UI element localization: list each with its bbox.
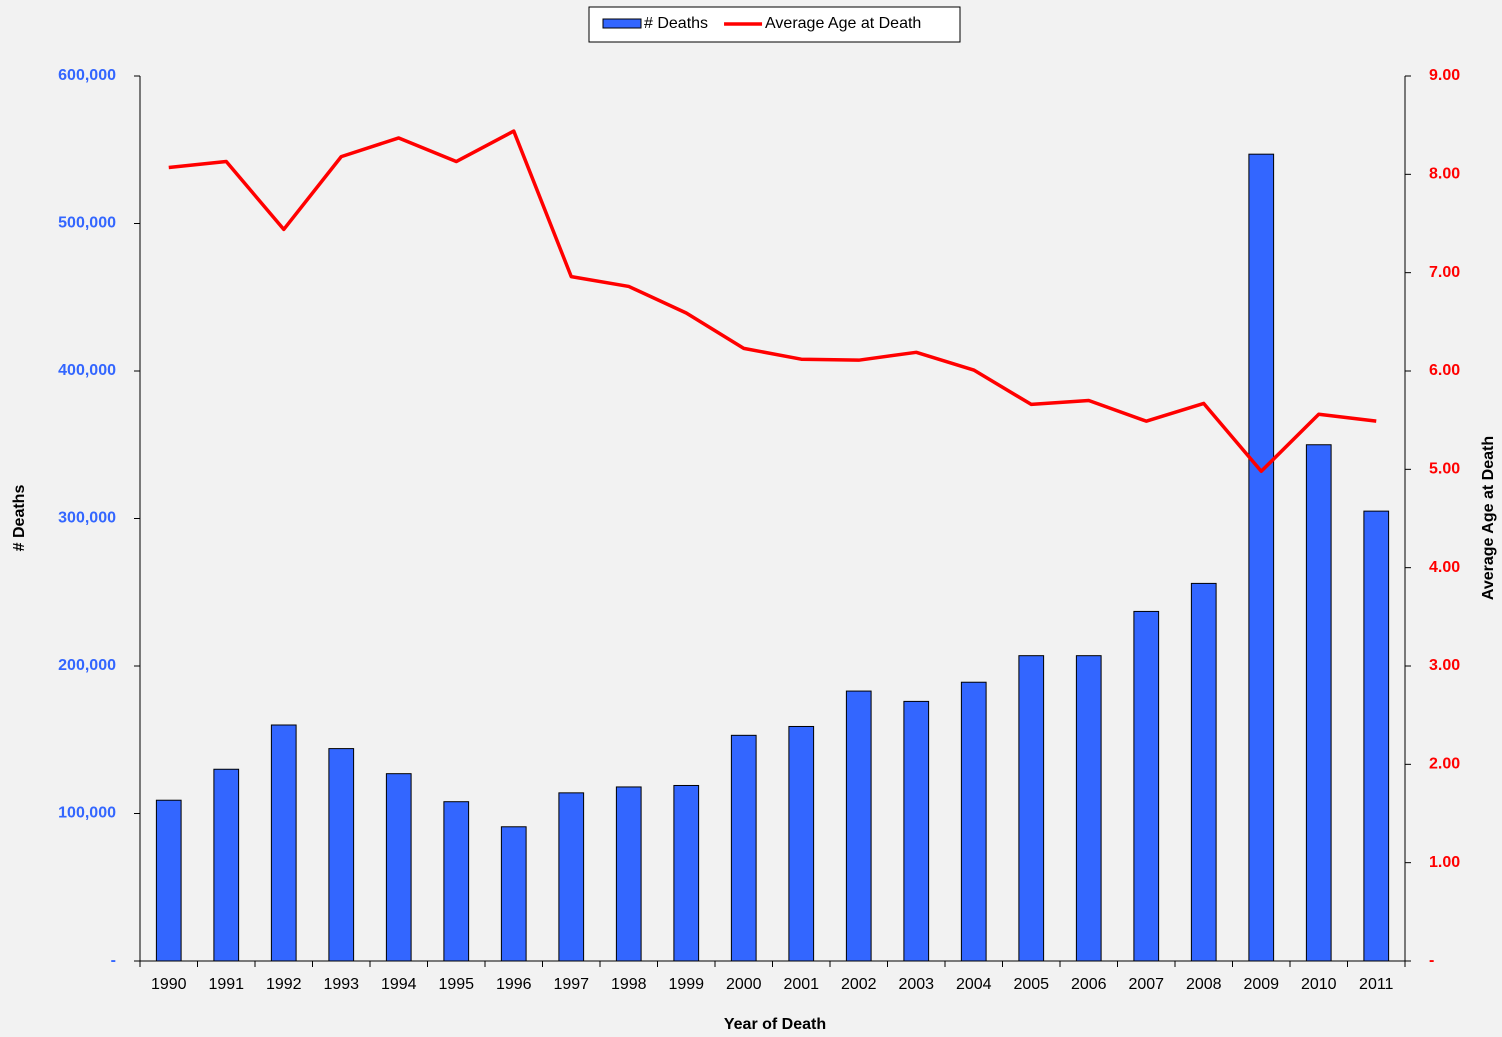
y-tick-label: 200,000 [58, 657, 116, 674]
bar [903, 700, 930, 962]
bar [1363, 510, 1390, 962]
legend-swatch [602, 18, 642, 29]
bar [960, 681, 987, 962]
x-tick-label: 2007 [1128, 976, 1164, 993]
x-tick-label: 2003 [898, 976, 934, 993]
y2-tick-label: 4.00 [1429, 559, 1460, 576]
y-tick-label: 300,000 [58, 510, 116, 527]
x-tick-label: 1991 [208, 976, 244, 993]
bar [270, 724, 297, 962]
legend-label: Average Age at Death [765, 15, 921, 32]
legend-box [588, 6, 961, 43]
legend: # Deaths Average Age at Death [588, 6, 961, 43]
bar [1075, 655, 1102, 962]
bar [1133, 610, 1160, 962]
bar [155, 799, 182, 962]
bar [213, 768, 240, 962]
x-tick-label: 1994 [381, 976, 417, 993]
bar [328, 748, 355, 962]
x-tick-label: 1992 [266, 976, 302, 993]
bar [1305, 444, 1332, 962]
y2-axis-title: Average Age at Death [1480, 436, 1497, 600]
bar [788, 725, 815, 962]
x-tick-label: 2006 [1071, 976, 1107, 993]
bar [845, 690, 872, 962]
bar [730, 734, 757, 962]
y2-tick-label: 5.00 [1429, 461, 1460, 478]
line [168, 129, 1377, 474]
x-tick-label: 2009 [1243, 976, 1279, 993]
x-tick-label: 2005 [1013, 976, 1049, 993]
bar [443, 801, 470, 962]
bar [1190, 582, 1217, 962]
x-tick-label: 1999 [668, 976, 704, 993]
legend-label: # Deaths [644, 15, 708, 32]
bar [1248, 153, 1275, 962]
x-tick-label: 1990 [151, 976, 187, 993]
bar [615, 786, 642, 962]
y-tick-label: 100,000 [58, 805, 116, 822]
x-tick-label: 2011 [1359, 976, 1394, 993]
y2-tick-label: 1.00 [1429, 854, 1460, 871]
y-tick-label: - [111, 952, 116, 969]
y-tick-label: 500,000 [58, 215, 116, 232]
bar [1018, 655, 1045, 962]
y2-tick-label: 2.00 [1429, 756, 1460, 773]
x-tick-label: 1995 [438, 976, 474, 993]
x-tick-label: 2002 [841, 976, 877, 993]
y2-tick-label: 8.00 [1429, 166, 1460, 183]
x-tick-label: 2008 [1186, 976, 1222, 993]
y-axis-title: # Deaths [11, 485, 28, 552]
x-tick-label: 1993 [323, 976, 359, 993]
x-tick-label: 2001 [783, 976, 819, 993]
y2-tick-label: 9.00 [1429, 67, 1460, 84]
bar [673, 784, 700, 962]
y-tick-label: 600,000 [58, 67, 116, 84]
x-tick-label: 2004 [956, 976, 992, 993]
y2-tick-label: 6.00 [1429, 362, 1460, 379]
bar [558, 792, 585, 962]
x-tick-label: 2000 [726, 976, 762, 993]
y2-tick-label: 7.00 [1429, 264, 1460, 281]
bar [500, 826, 527, 962]
x-tick-label: 1997 [553, 976, 589, 993]
y2-tick-label: 3.00 [1429, 657, 1460, 674]
y2-tick-label: - [1429, 952, 1434, 969]
x-tick-label: 1998 [611, 976, 647, 993]
x-axis-title: Year of Death [724, 1016, 826, 1033]
y-tick-label: 400,000 [58, 362, 116, 379]
x-tick-label: 2010 [1301, 976, 1337, 993]
x-tick-label: 1996 [496, 976, 532, 993]
bar [385, 773, 412, 962]
